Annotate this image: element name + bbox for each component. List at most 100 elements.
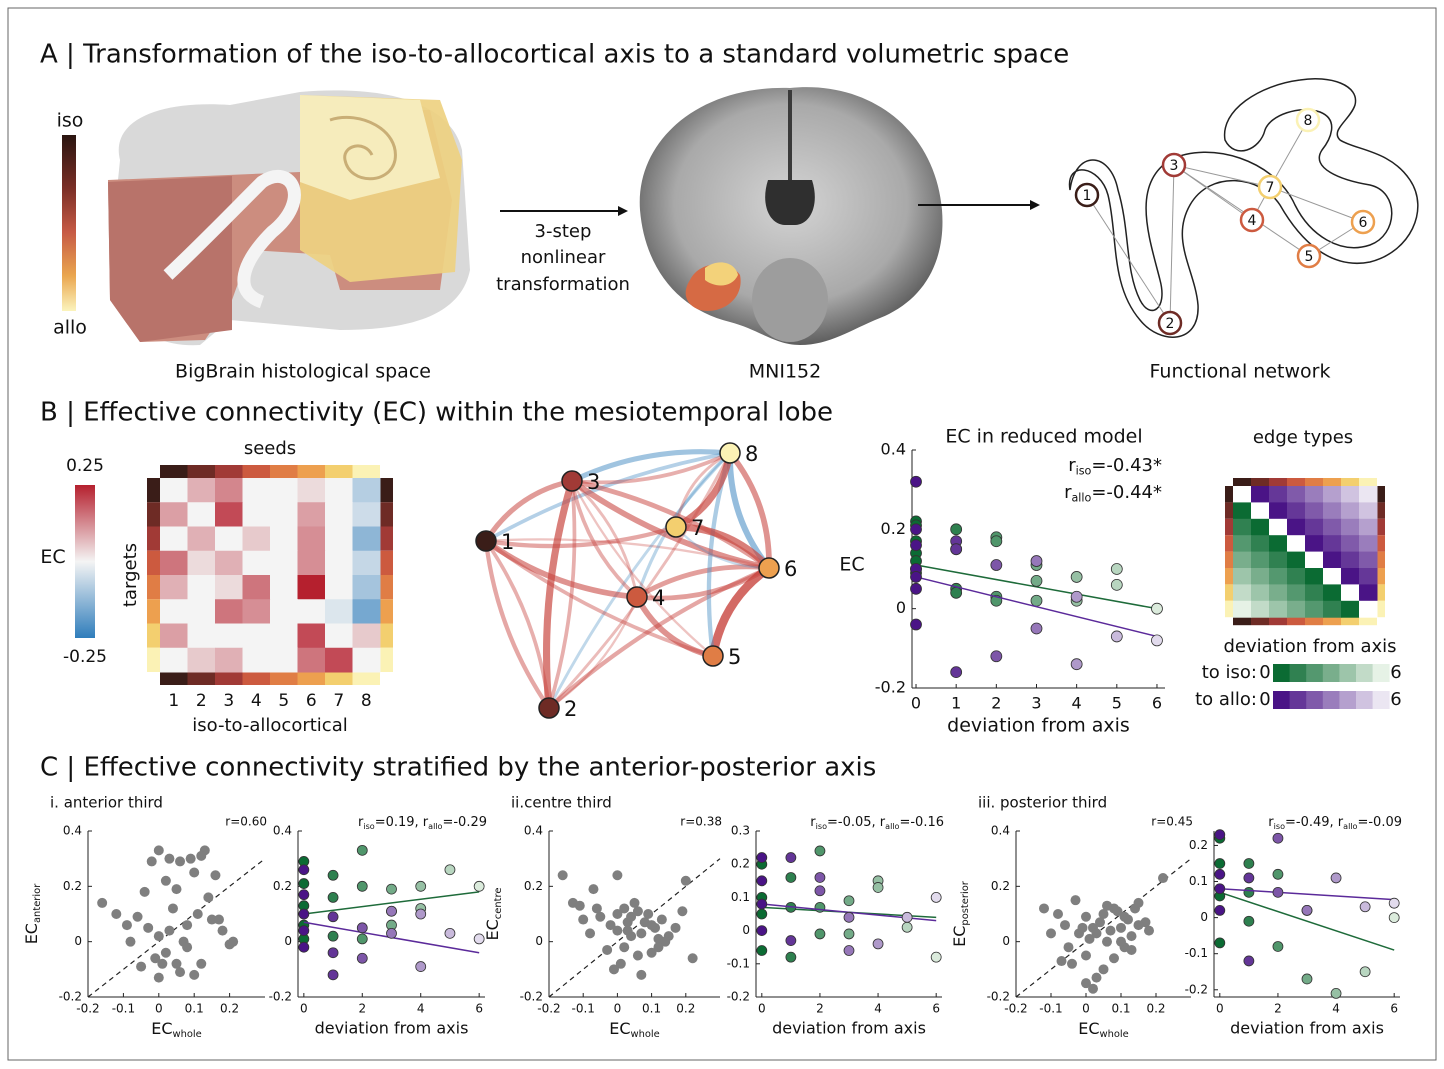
point: [1151, 603, 1162, 614]
edge-legend-label: to iso:: [1202, 662, 1257, 683]
ec-node-label: 2: [564, 697, 577, 721]
axis-strip: [147, 502, 160, 526]
x-tick-label: 0: [911, 694, 921, 713]
heatmap-cell: [160, 502, 188, 527]
identity-line: [549, 859, 720, 997]
axis-strip: [380, 551, 393, 575]
chart-title: ii.centre third: [511, 794, 612, 812]
histology-image: [108, 90, 470, 345]
edge-type-cell: [1251, 502, 1270, 519]
node-label: 1: [1083, 188, 1092, 204]
heatmap-cell: [188, 551, 216, 576]
point: [558, 870, 568, 880]
edge-legend-cell: [1356, 664, 1373, 682]
point: [147, 856, 157, 866]
y-label-part: posterior: [960, 880, 971, 925]
point: [1244, 956, 1254, 966]
point: [189, 970, 199, 980]
heatmap-cell: [188, 575, 216, 600]
ec-colorbar: [75, 485, 95, 638]
heatmap-cell: [215, 648, 243, 673]
axis-strip: [147, 478, 160, 502]
stat-label-part: =-0.09: [1357, 815, 1402, 830]
x-tick-label: 4: [1072, 694, 1082, 713]
y-label-part: anterior: [32, 883, 43, 923]
point: [328, 912, 338, 922]
y-label: ECposterior: [950, 880, 971, 947]
stat-label: riso=-0.43*: [1068, 455, 1162, 477]
edge-type-cell: [1305, 568, 1324, 585]
edge-legend-cell: [1323, 664, 1340, 682]
y-tick-label: 0: [284, 934, 292, 948]
axis-strip: [298, 672, 326, 685]
heatmap-cell: [188, 624, 216, 649]
point: [578, 915, 588, 925]
point: [1360, 967, 1370, 977]
edge-type-cell: [1269, 535, 1288, 552]
point: [299, 890, 309, 900]
axis-strip: [1225, 519, 1233, 535]
point: [1158, 873, 1168, 883]
heatmap-cell: [298, 599, 326, 624]
point: [299, 865, 309, 875]
ec-node-label: 7: [691, 516, 704, 540]
heatmap-cell: [243, 502, 271, 527]
point: [161, 948, 171, 958]
point: [164, 926, 174, 936]
heatmap-cell: [270, 478, 298, 503]
point: [1244, 887, 1254, 897]
stat-label-part: allo: [885, 821, 899, 830]
x-tick-label: 0: [300, 1002, 308, 1016]
heatmap-cell: [298, 575, 326, 600]
x-tick-label: 4: [1332, 1002, 1340, 1016]
x-tick-label: 0.2: [1146, 1002, 1165, 1016]
point: [1057, 956, 1067, 966]
node-label: 8: [1304, 113, 1313, 129]
annotation: r=0.45: [1151, 815, 1193, 829]
heatmap-cell: [325, 551, 353, 576]
edge-type-cell: [1341, 519, 1360, 536]
axis-strip: [380, 599, 393, 623]
panel-c-title: C | Effective connectivity stratified by…: [40, 753, 876, 783]
stat-label-part: allo: [428, 821, 442, 830]
ec-node: [627, 587, 647, 607]
point: [911, 619, 922, 630]
point: [445, 928, 455, 938]
stat-label-part: iso: [1274, 821, 1285, 830]
point: [1151, 635, 1162, 646]
x-label: deviation from axis: [772, 1019, 926, 1038]
edge-type-cell: [1269, 486, 1288, 503]
heatmap-cell: [325, 478, 353, 503]
point: [182, 942, 192, 952]
axis-strip: [1341, 617, 1359, 625]
point: [1031, 595, 1042, 606]
figure: A | Transformation of the iso-to-allocor…: [0, 0, 1444, 1065]
point: [1071, 571, 1082, 582]
point: [1102, 937, 1112, 947]
heatmap-cell: [215, 502, 243, 527]
stat-label-part: iso: [363, 821, 374, 830]
heatmap-cell: [325, 502, 353, 527]
edge-type-cell: [1251, 552, 1270, 569]
y-tick-label: 0.1: [731, 890, 750, 904]
point: [1215, 905, 1225, 915]
axis-strip: [147, 527, 160, 551]
heatmap-cell: [243, 648, 271, 673]
point: [328, 948, 338, 958]
edge-type-cell: [1305, 552, 1324, 569]
point: [647, 920, 657, 930]
x-label: deviation from axis: [947, 715, 1130, 737]
point: [474, 881, 484, 891]
point: [1081, 951, 1091, 961]
heatmap-cell: [298, 551, 326, 576]
axis-strip: [325, 465, 353, 478]
heatmap-cell: [353, 648, 381, 673]
edge-type-cell: [1269, 552, 1288, 569]
point: [1092, 928, 1102, 938]
point: [1127, 945, 1137, 955]
heatmap-cell: [215, 624, 243, 649]
edge-legend-cell: [1373, 691, 1390, 709]
x-tick-label: 0: [155, 1002, 163, 1016]
point: [873, 939, 883, 949]
point: [1102, 901, 1112, 911]
